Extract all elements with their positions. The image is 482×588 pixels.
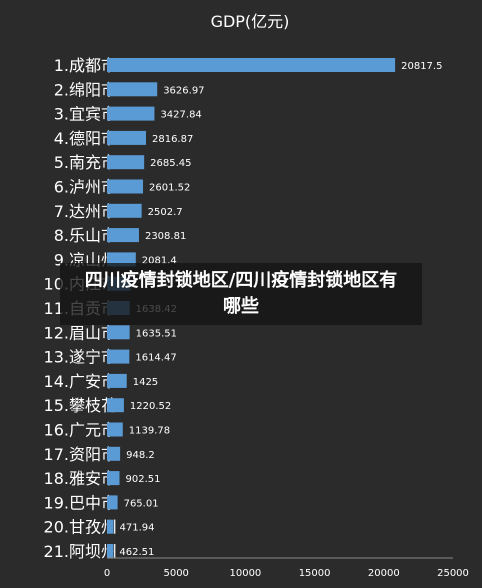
value-label: 20817.5: [401, 61, 442, 72]
bar: [107, 228, 139, 243]
category-label: 12.眉山市: [44, 323, 117, 342]
value-label: 2081.4: [142, 255, 177, 266]
bar: [107, 130, 146, 145]
bar: [107, 179, 144, 194]
value-label: 2502.7: [148, 207, 183, 218]
bar: [107, 155, 145, 170]
x-tick-label: 5000: [163, 568, 188, 579]
bar: [107, 471, 120, 486]
x-tick-label: 15000: [299, 568, 331, 579]
category-label: 1.成都市: [54, 56, 117, 75]
value-label: 471.94: [120, 523, 155, 534]
category-label: 17.资阳市: [44, 445, 117, 464]
value-label: 765.01: [124, 498, 159, 509]
x-tick-label: 25000: [437, 568, 469, 579]
value-label: 1635.51: [136, 328, 177, 339]
value-label: 1220.52: [130, 401, 171, 412]
x-tick-label: 0: [104, 568, 110, 579]
bar: [107, 252, 136, 267]
value-label: 462.51: [119, 547, 154, 558]
bar: [107, 82, 158, 97]
bar: [107, 106, 155, 121]
value-label: 2816.87: [152, 134, 193, 145]
bar: [107, 446, 121, 461]
bar: [107, 203, 142, 218]
x-tick-label: 10000: [229, 568, 261, 579]
category-label: 8.乐山市: [54, 226, 117, 245]
value-label: 948.2: [126, 450, 155, 461]
x-tick-label: 20000: [368, 568, 400, 579]
bar: [107, 495, 118, 510]
bar: [107, 544, 114, 558]
bar: [107, 373, 127, 388]
category-label: 13.遂宁市: [44, 348, 117, 367]
value-label: 2308.81: [145, 231, 186, 242]
bar: [107, 58, 396, 72]
bar: [107, 325, 130, 340]
value-label: 2685.45: [150, 158, 191, 169]
bar: [107, 398, 124, 413]
category-label: 7.达州市: [54, 202, 117, 221]
category-label: 20.甘孜州: [44, 518, 117, 537]
value-label: 3427.84: [160, 110, 201, 121]
category-label: 21.阿坝州: [44, 542, 117, 561]
category-label: 5.南充市: [54, 153, 117, 172]
value-label: 1425: [133, 377, 158, 388]
value-label: 1139.78: [129, 426, 170, 437]
value-label: 3626.97: [163, 85, 204, 96]
bar: [107, 349, 130, 364]
watermark-text: 四川疫情封锁地区/四川疫情封锁地区有哪些: [84, 270, 398, 317]
category-label: 14.广安市: [44, 372, 117, 391]
chart-title: GDP(亿元): [211, 12, 290, 31]
bar: [107, 519, 114, 534]
category-label: 19.巴中市: [44, 493, 117, 512]
category-label: 2.绵阳市: [54, 80, 117, 99]
category-label: 3.宜宾市: [54, 105, 117, 124]
value-label: 2601.52: [149, 183, 190, 194]
category-label: 4.德阳市: [54, 129, 117, 148]
value-label: 1614.47: [135, 353, 176, 364]
category-label: 16.广元市: [44, 421, 117, 440]
category-label: 6.泸州市: [54, 178, 117, 197]
category-label: 18.雅安市: [44, 469, 117, 488]
bar: [107, 422, 123, 437]
value-label: 902.51: [125, 474, 160, 485]
category-label: 15.攀枝花: [44, 396, 117, 415]
watermark-banner: 四川疫情封锁地区/四川疫情封锁地区有哪些: [60, 263, 422, 325]
